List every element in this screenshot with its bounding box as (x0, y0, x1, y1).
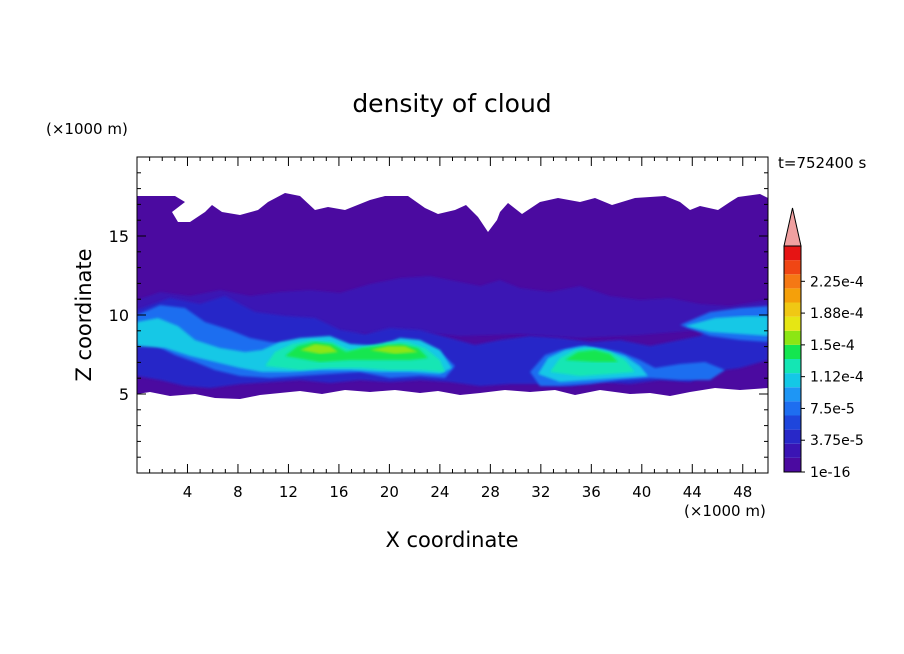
colorbar-segment (784, 359, 801, 374)
x-axis-label: X coordinate (385, 528, 518, 552)
x-unit-label: (×1000 m) (684, 502, 766, 520)
x-tick-label: 8 (233, 483, 243, 501)
colorbar-segment (784, 274, 801, 289)
colorbar-label: 1.88e-4 (810, 306, 864, 322)
chart-title: density of cloud (352, 89, 551, 118)
y-tick-label: 15 (109, 227, 129, 246)
x-tick-label: 20 (380, 483, 399, 501)
x-axis-ticks: 4 8 12 16 20 24 28 32 36 40 44 48 (149, 157, 756, 501)
x-tick-label: 32 (531, 483, 550, 501)
colorbar-label: 1.5e-4 (810, 338, 855, 354)
cloud-layer-cyan-upper-east (685, 316, 768, 336)
colorbar-label: 1e-16 (810, 465, 850, 481)
colorbar-label: 3.75e-5 (810, 433, 864, 449)
colorbar-label: 2.25e-4 (810, 274, 864, 290)
colorbar-segment (784, 429, 801, 444)
x-tick-label: 12 (279, 483, 298, 501)
x-tick-label: 24 (430, 483, 449, 501)
x-tick-label: 44 (683, 483, 702, 501)
x-tick-label: 40 (632, 483, 651, 501)
colorbar-segment (784, 457, 801, 472)
colorbar-segment (784, 415, 801, 430)
colorbar-segment (784, 288, 801, 303)
colorbar-segment (784, 344, 801, 359)
colorbar-segment (784, 316, 801, 331)
colorbar-segment (784, 443, 801, 458)
cloud-layer-teal-east (550, 348, 635, 376)
time-label: t=752400 s (778, 154, 866, 172)
colorbar-over-arrow (783, 207, 802, 247)
colorbar-segment (784, 302, 801, 317)
cloud-layer-green-east (565, 350, 618, 362)
colorbar-segment (784, 246, 801, 261)
cloud-field (137, 193, 768, 399)
x-tick-label: 4 (183, 483, 193, 501)
x-tick-label: 16 (329, 483, 348, 501)
x-tick-label: 48 (733, 483, 752, 501)
colorbar-segment (784, 260, 801, 275)
y-tick-label: 10 (109, 306, 129, 325)
colorbar-segment (784, 330, 801, 345)
colorbar-label: 7.5e-5 (810, 401, 855, 417)
y-tick-label: 5 (119, 385, 129, 404)
x-tick-label: 36 (582, 483, 601, 501)
y-unit-label: (×1000 m) (46, 120, 128, 138)
y-axis-label: Z coordinate (72, 248, 96, 381)
cloud-layer-yellow (300, 344, 418, 354)
y-axis-ticks: 5 10 15 (109, 172, 768, 458)
colorbar: 1e-16 3.75e-5 7.5e-5 1.12e-4 1.5e-4 1.88e-4 2.… (783, 207, 864, 481)
colorbar-segment (784, 373, 801, 388)
colorbar-label: 1.12e-4 (810, 370, 864, 386)
colorbar-segment (784, 401, 801, 416)
x-tick-label: 28 (481, 483, 500, 501)
colorbar-segment (784, 387, 801, 402)
